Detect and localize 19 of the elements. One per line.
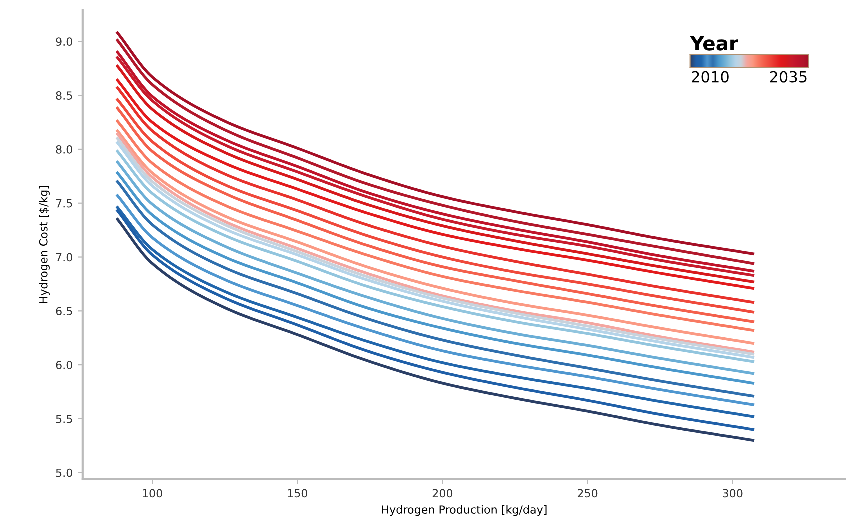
y-tick-label: 9.0 [56, 38, 72, 46]
y-tick-label: 8.0 [56, 145, 72, 154]
x-tick-label: 300 [723, 489, 743, 498]
y-axis-title: Hydrogen Cost [$/kg] [39, 186, 50, 304]
x-tick-label: 100 [143, 489, 162, 498]
annotation: 2035 [770, 71, 807, 83]
x-axis-title: Hydrogen Production [kg/day] [382, 505, 547, 516]
y-tick-label: 6.0 [56, 361, 72, 370]
y-tick-label: 6.5 [56, 307, 72, 316]
y-tick-label: 5.5 [56, 415, 72, 424]
color-bar-title: Year [690, 36, 738, 51]
annotation: 2010 [692, 71, 729, 83]
x-tick-label: 200 [432, 489, 453, 498]
y-tick-label: 5.0 [56, 468, 72, 478]
x-tick-label: 250 [578, 489, 598, 498]
x-tick-label: 150 [288, 489, 308, 498]
y-tick-label: 8.5 [56, 92, 72, 100]
y-tick-label: 7.5 [56, 199, 72, 208]
y-tick-label: 7.0 [56, 253, 72, 262]
